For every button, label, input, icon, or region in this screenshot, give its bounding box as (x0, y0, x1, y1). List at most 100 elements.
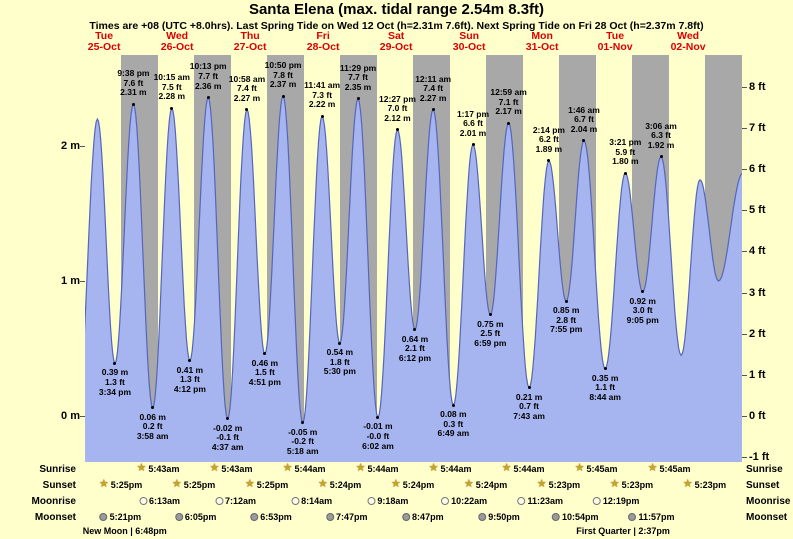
sunrise-time: 5:44am (367, 463, 399, 474)
sunrise-time: 5:45am (659, 463, 691, 474)
day-name: Sat (387, 30, 405, 42)
low-tide-marker (301, 421, 305, 425)
moonrise-moon-icon (441, 496, 450, 505)
annotation-line: 2:14 pm (532, 124, 565, 135)
day-date: 02-Nov (670, 41, 706, 53)
moonrise-time: 6:13am (149, 495, 181, 506)
low-tide-marker (413, 328, 417, 332)
annotation-line: 7.5 ft (161, 81, 182, 92)
annotation-line: 2.17 m (495, 106, 522, 117)
high-tide-annotation: 2:14 pm 6.2 ft 1.89 m (507, 124, 591, 155)
annotation-line: 1.3 ft (105, 376, 125, 387)
high-tide-annotation: 11:29 pm 7.7 ft 2.35 m (316, 63, 400, 93)
low-tide-marker (151, 406, 155, 410)
moonset-moon-icon (402, 512, 411, 521)
moonset-moon-icon (326, 512, 335, 521)
annotation-line: 7.7 ft (348, 72, 368, 83)
annotation-line: 10:13 pm (189, 61, 227, 72)
sunset-time: 5:24pm (475, 479, 508, 490)
left-axis-label: 0 m (61, 410, 80, 422)
day-name: Sun (459, 30, 480, 42)
sun-star-icon: ★ (574, 462, 585, 474)
day-date: 28-Oct (306, 41, 340, 53)
annotation-line: 0.54 m (326, 347, 354, 358)
moonrise-time: 8:14am (301, 495, 333, 506)
high-tide-annotation: 1:46 am 6.7 ft 2.04 m (542, 105, 626, 135)
right-axis-tick (742, 169, 747, 171)
annotation-line: -0.05 m (288, 426, 318, 437)
annotation-line: 2.04 m (570, 123, 598, 134)
annotation-line: 0.08 m (440, 409, 467, 420)
sunrise-event: ★ 5:45am (575, 462, 618, 475)
left-axis-tick (80, 281, 85, 282)
annotation-line: 12:11 am (415, 73, 452, 84)
day-name: Fri (316, 30, 330, 42)
right-axis-tick (742, 333, 747, 335)
high-tide-annotation: 12:59 am 7.1 ft 2.17 m (467, 87, 551, 117)
sunrise-event: ★ 5:44am (283, 462, 326, 475)
day-name: Wed (677, 30, 700, 42)
low-tide-annotation: 0.08 m 0.3 ft 6:49 am (411, 410, 495, 439)
low-tide-annotation: 0.54 m 1.8 ft 5:30 pm (298, 347, 382, 377)
high-tide-marker (547, 159, 551, 163)
sunrise-time: 5:44am (513, 463, 545, 474)
moonrise-time: 10:22am (451, 495, 488, 506)
low-tide-annotation: -0.02 m -0.1 ft 4:37 am (186, 423, 270, 453)
high-tide-annotation: 12:27 pm 7.0 ft 2.12 m (355, 94, 439, 124)
right-axis-tick (742, 210, 747, 212)
annotation-line: 6.2 ft (538, 134, 559, 145)
moonset-moon-icon (552, 512, 560, 521)
moonset-moon-icon (628, 512, 637, 521)
moonrise-moon-icon (214, 496, 223, 505)
low-tide-marker (188, 359, 192, 363)
annotation-line: 0.75 m (477, 318, 504, 329)
moonset-time: 6:53pm (260, 511, 292, 522)
annotation-line: 2.37 m (269, 79, 297, 90)
annotation-line: 2.27 m (233, 92, 261, 103)
annotation-line: 0.41 m (176, 364, 204, 375)
low-tide-marker (564, 299, 568, 303)
moonrise-event: 9:18am (367, 494, 408, 507)
annotation-line: 6.3 ft (651, 130, 671, 141)
moonset-time: 5:21pm (109, 511, 142, 522)
day-label-27-Oct: Thu 27-Oct (215, 31, 285, 53)
high-tide-marker (281, 94, 285, 98)
sun-star-icon: ★ (317, 478, 328, 490)
low-tide-marker (226, 417, 230, 421)
annotation-line: 7.8 ft (273, 69, 293, 80)
low-tide-annotation: 0.06 m 0.2 ft 3:58 am (111, 412, 195, 442)
annotation-line: 1.92 m (647, 139, 675, 150)
moonrise-event: 11:23am (517, 494, 563, 507)
sunset-event: ★ 5:24pm (318, 478, 361, 491)
moonrise-event: 8:14am (291, 494, 332, 507)
moonset-moon-icon (99, 512, 108, 521)
moonrise-moon-icon (367, 496, 376, 505)
sunset-event: ★ 5:25pm (172, 478, 215, 491)
annotation-line: 2.35 m (344, 81, 372, 92)
sun-star-icon: ★ (463, 478, 474, 490)
low-tide-marker (263, 352, 267, 356)
high-tide-annotation: 1:17 pm 6.6 ft 2.01 m (431, 109, 515, 139)
low-tide-marker (527, 386, 531, 390)
high-tide-marker (356, 97, 360, 101)
day-date: 27-Oct (233, 41, 267, 53)
annotation-line: 3:21 pm (609, 137, 642, 147)
right-axis-label: 1 ft (749, 368, 766, 381)
annotation-line: -0.01 m (363, 421, 393, 432)
moonset-event: 9:50pm (478, 510, 520, 523)
sunrise-row-label: Sunrise (746, 464, 783, 475)
low-tide-marker (488, 313, 492, 317)
sunrise-row-label: Sunrise (39, 464, 76, 475)
low-tide-annotation: -0.05 m -0.2 ft 5:18 am (261, 426, 345, 457)
annotation-line: 0.39 m (101, 367, 129, 378)
low-tide-marker (376, 415, 380, 419)
right-axis-label: 5 ft (749, 204, 766, 217)
annotation-line: 2.01 m (459, 127, 487, 138)
moonset-event: 6:05pm (174, 510, 216, 523)
sunrise-event: ★ 5:44am (429, 462, 472, 475)
sunset-event: ★ 5:25pm (245, 478, 288, 491)
annotation-line: 6:02 am (362, 440, 394, 451)
moonset-event: 5:21pm (99, 510, 142, 523)
low-tide-marker (641, 290, 645, 294)
annotation-line: 7.4 ft (237, 83, 257, 94)
